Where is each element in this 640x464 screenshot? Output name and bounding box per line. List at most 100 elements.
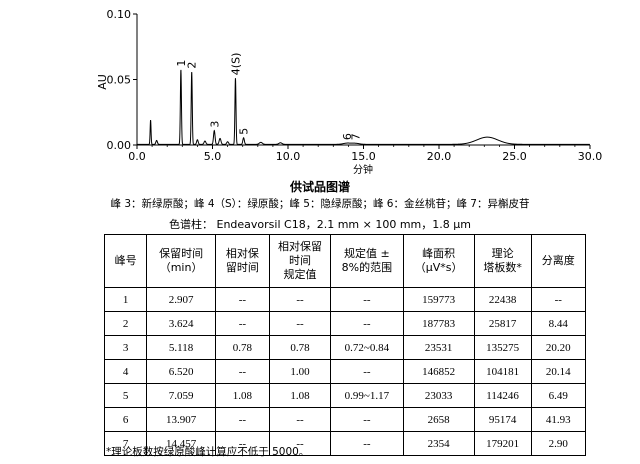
- table-cell: 2.907: [146, 287, 216, 312]
- table-header-cell: 理论 塔板数*: [473, 234, 532, 288]
- peak-label: 5: [238, 128, 251, 135]
- chart-axes: [136, 14, 590, 146]
- table-cell: 1: [103, 287, 148, 312]
- peak-label: 6: [341, 133, 354, 140]
- table-cell: 1.08: [214, 383, 270, 408]
- header-text: 峰面积: [422, 247, 456, 260]
- header-text: 8%的范围: [341, 261, 393, 274]
- peak-results-table: 峰号 保留时间 （min） 相对保 留时间 相对保留 时间 规定值 规定值 ±8%的范围 峰面积（…: [103, 234, 587, 456]
- table-cell: 0.78: [214, 335, 270, 360]
- header-text: 理论: [491, 247, 514, 260]
- header-text: 塔板数*: [483, 261, 522, 274]
- x-tick-label: 20.0: [427, 150, 452, 163]
- table-row: 3 5.118 0.78 0.78 0.72~0.84 23531 135275 20.20: [103, 335, 587, 360]
- column-info: 色谱柱： Endeavorsil C18，2.1 mm × 100 mm，1.8…: [169, 218, 471, 231]
- table-cell: 0.99~1.17: [330, 383, 404, 408]
- table-row: 6 13.907 -- -- -- 2658 95174 41.93: [103, 407, 587, 432]
- table-cell: 23531: [402, 335, 475, 360]
- table-cell: 1.00: [268, 359, 332, 384]
- figure-title: 供试品图谱: [289, 180, 350, 194]
- header-text: 留时间: [225, 261, 259, 274]
- table-cell: --: [330, 407, 404, 432]
- x-tick-label: 30.0: [578, 150, 603, 163]
- y-axis-label: AU: [96, 74, 109, 90]
- x-tick-label: 0.0: [128, 150, 146, 163]
- table-cell: 25817: [473, 311, 532, 336]
- table-cell: --: [214, 311, 270, 336]
- table-cell: 159773: [402, 287, 475, 312]
- table-cell: 187783: [402, 311, 475, 336]
- table-cell: 20.14: [530, 359, 587, 384]
- table-cell: 6.520: [146, 359, 216, 384]
- header-text: 时间: [289, 254, 311, 267]
- table-cell: 0.78: [268, 335, 332, 360]
- table-row: 1 2.907 -- -- -- 159773 22438 --: [103, 287, 587, 312]
- header-text: 峰号: [114, 254, 137, 267]
- table-cell: --: [268, 407, 332, 432]
- table-cell: --: [330, 359, 404, 384]
- table-cell: 7: [103, 431, 148, 456]
- table-cell: 7.059: [146, 383, 216, 408]
- table-cell: 2: [103, 311, 148, 336]
- table-cell: 8.44: [530, 311, 587, 336]
- footnote: *理论板数按绿原酸峰计算应不低于 5000。: [106, 446, 310, 458]
- table-header-cell: 保留时间 （min）: [146, 234, 216, 288]
- table-header-cell: 相对保留 时间 规定值: [268, 234, 332, 288]
- table-body: 1 2.907 -- -- -- 159773 22438 -- 2 3.624 -- -- -- 187…: [103, 287, 587, 456]
- table-cell: --: [530, 287, 587, 312]
- table-cell: --: [214, 431, 270, 456]
- peak-label: 7: [349, 133, 362, 140]
- table-row: 2 3.624 -- -- -- 187783 25817 8.44: [103, 311, 587, 336]
- table-cell: 95174: [473, 407, 532, 432]
- table-cell: 146852: [402, 359, 475, 384]
- table-row: 4 6.520 -- 1.00 -- 146852 104181 20.14: [103, 359, 587, 384]
- table-cell: 23033: [402, 383, 475, 408]
- header-text: 相对保: [225, 247, 259, 260]
- header-text: 规定值: [283, 268, 317, 281]
- table-header-cell: 峰号: [103, 234, 148, 288]
- table-cell: 20.20: [530, 335, 587, 360]
- peak-label: 2: [186, 62, 199, 69]
- peak-label: 3: [208, 121, 221, 128]
- header-text: 规定值 ±: [344, 247, 390, 260]
- y-tick-label: 0.05: [107, 74, 132, 87]
- header-text: 分离度: [541, 254, 575, 267]
- table-cell: 13.907: [146, 407, 216, 432]
- table-cell: --: [268, 431, 332, 456]
- table-cell: 114246: [473, 383, 532, 408]
- table-cell: --: [214, 287, 270, 312]
- header-text: （min）: [159, 261, 203, 274]
- y-tick-label: 0.10: [107, 8, 132, 21]
- x-tick-label: 25.0: [502, 150, 527, 163]
- table-row: 5 7.059 1.08 1.08 0.99~1.17 23033 114246 6.49: [103, 383, 587, 408]
- table-cell: 6: [103, 407, 148, 432]
- chromatogram-chart: 0.0 5.0 10.0 15.0 20.0 25.0 30.0 0.00 0.05 0.10 1…: [96, 8, 603, 176]
- x-tick-label: 5.0: [204, 150, 222, 163]
- table-cell: 3: [103, 335, 148, 360]
- chart-ticks: 0.0 5.0 10.0 15.0 20.0 25.0 30.0 0.00 0.05 0.10: [107, 8, 603, 163]
- table-cell: 2354: [402, 431, 475, 456]
- table-cell: 5: [103, 383, 148, 408]
- table-header-cell: 峰面积 （μV*s）: [402, 234, 475, 288]
- table-cell: --: [330, 311, 404, 336]
- table-header-cell: 相对保 留时间: [214, 234, 270, 288]
- peak-label: 1: [175, 60, 188, 67]
- table-cell: --: [330, 431, 404, 456]
- y-tick-label: 0.00: [107, 139, 132, 152]
- table-cell: 41.93: [530, 407, 587, 432]
- table-cell: 3.624: [146, 311, 216, 336]
- chromatogram-trace: [137, 69, 590, 145]
- x-axis-label: 分钟: [353, 163, 373, 176]
- table-header-row: 峰号 保留时间 （min） 相对保 留时间 相对保留 时间 规定值 规定值 ±8%的范围 峰面积（…: [103, 234, 587, 288]
- table-cell: 14.457: [146, 431, 216, 456]
- table-cell: 135275: [473, 335, 532, 360]
- header-text: 相对保留: [278, 240, 322, 253]
- table-cell: --: [214, 359, 270, 384]
- header-text: （μV*s）: [414, 261, 463, 274]
- table-row: 7 14.457 -- -- -- 2354 179201 2.90: [103, 431, 587, 456]
- table-cell: 2658: [402, 407, 475, 432]
- table-cell: --: [268, 311, 332, 336]
- peak-label: 4(S): [229, 53, 242, 76]
- header-text: 保留时间: [159, 247, 204, 260]
- table-cell: 104181: [473, 359, 532, 384]
